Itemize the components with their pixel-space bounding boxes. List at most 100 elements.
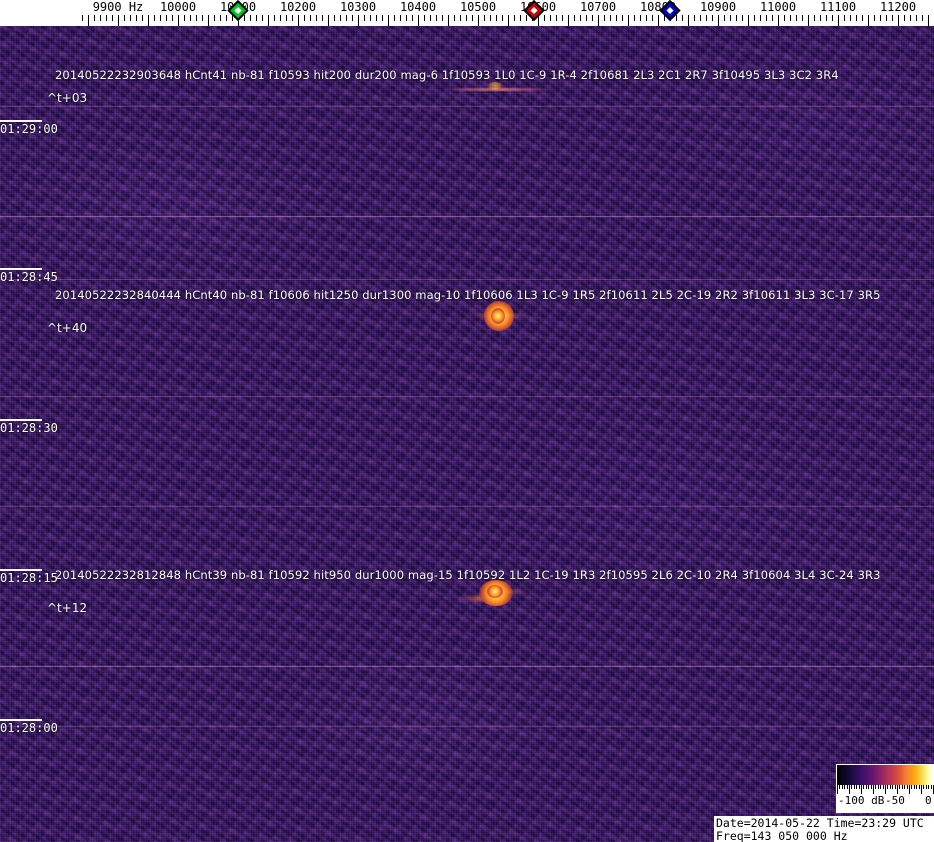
freq-tick (772, 15, 773, 21)
colorbar-tick (885, 785, 886, 794)
freq-tick (226, 15, 227, 21)
freq-tick (514, 15, 515, 21)
freq-tick (592, 15, 593, 21)
freq-tick (466, 15, 467, 21)
freq-tick (412, 15, 413, 21)
colorbar-gradient (837, 765, 933, 785)
freq-tick (478, 15, 479, 26)
freq-tick (664, 15, 665, 21)
freq-tick (682, 15, 683, 21)
time-label-012845: 01:28:45 (0, 270, 58, 284)
info-date-time: Date=2014-05-22 Time=23:29 UTC (716, 816, 924, 830)
freq-tick (712, 15, 713, 21)
freq-tick (100, 15, 101, 21)
freq-tick (472, 15, 473, 21)
colorbar-tick (919, 785, 920, 789)
freq-tick (442, 15, 443, 21)
noise-background (0, 26, 934, 842)
freq-tick (694, 15, 695, 21)
freq-tick (400, 15, 401, 21)
colorbar-tick (873, 785, 874, 794)
freq-tick (598, 15, 599, 26)
colorbar-tick (928, 785, 929, 789)
freq-tick (202, 15, 203, 21)
time-label-012900: 01:29:00 (0, 122, 58, 136)
detection-text-hCnt40[interactable]: 20140522232840444 hCnt40 nb-81 f10606 hi… (55, 288, 881, 302)
colorbar-tick (871, 785, 872, 789)
colorbar-tick (849, 785, 850, 794)
freq-tick (736, 15, 737, 21)
colorbar-tick (914, 785, 915, 789)
freq-tick (526, 15, 527, 21)
time-tick (0, 268, 42, 270)
freq-tick (634, 15, 635, 21)
freq-tick (430, 15, 431, 21)
freq-tick (688, 15, 689, 26)
freq-tick (304, 15, 305, 21)
freq-tick (352, 15, 353, 21)
colorbar-tick (911, 785, 912, 789)
freq-tick (382, 15, 383, 21)
freq-tick (154, 15, 155, 21)
freq-tick (358, 15, 359, 26)
colorbar-tick (851, 785, 852, 789)
freq-tick (778, 15, 779, 26)
detection-text-hCnt39[interactable]: 20140522232812848 hCnt39 nb-81 f10592 hi… (55, 568, 881, 582)
freq-tick (784, 15, 785, 21)
freq-tick (616, 15, 617, 21)
freq-tick (538, 15, 539, 26)
detection-time-marker-hCnt41: ^t+03 (47, 91, 88, 105)
colorbar-tick (837, 785, 838, 794)
freq-tick (502, 15, 503, 21)
freq-tick (862, 15, 863, 21)
freq-tick (928, 15, 929, 26)
colorbar-tick (859, 785, 860, 789)
colorbar-tick (861, 785, 862, 794)
freq-tick (244, 15, 245, 21)
freq-tick (388, 15, 389, 26)
freq-label-10200: 10200 (279, 0, 317, 14)
colorbar-ticks (837, 785, 934, 794)
freq-tick (298, 15, 299, 26)
colorbar-panel[interactable]: -100 dB -50 0 (836, 764, 934, 813)
freq-tick (544, 15, 545, 21)
colorbar-labels: -100 dB -50 0 (837, 794, 933, 811)
freq-tick (418, 15, 419, 26)
freq-label-10000: 10000 (159, 0, 197, 14)
freq-tick (376, 15, 377, 21)
waterfall-display[interactable]: 20140522232903648 hCnt41 nb-81 f10593 hi… (0, 26, 934, 842)
freq-tick (406, 15, 407, 21)
freq-tick (250, 15, 251, 21)
detection-text-hCnt41[interactable]: 20140522232903648 hCnt41 nb-81 f10593 hi… (55, 68, 839, 82)
freq-tick (520, 15, 521, 21)
colorbar-tick (923, 785, 924, 789)
freq-tick (832, 15, 833, 21)
freq-tick (184, 15, 185, 21)
freq-tick (838, 15, 839, 26)
colorbar-tick (842, 785, 843, 789)
freq-tick (796, 15, 797, 21)
freq-tick (166, 15, 167, 21)
freq-label-11000: 11000 (759, 0, 797, 14)
freq-tick (886, 15, 887, 21)
freq-tick (436, 15, 437, 21)
colorbar-tick (854, 785, 855, 789)
freq-tick (394, 15, 395, 21)
freq-tick (160, 15, 161, 21)
freq-tick (328, 15, 329, 26)
freq-tick (346, 15, 347, 21)
freq-tick (232, 15, 233, 21)
frequency-axis[interactable]: 9900 Hz100001010010200103001040010500106… (0, 0, 934, 26)
colorbar-tick (883, 785, 884, 789)
freq-tick (892, 15, 893, 21)
freq-tick (742, 15, 743, 21)
freq-tick (142, 15, 143, 21)
freq-tick (556, 15, 557, 21)
colorbar-tick (890, 785, 891, 789)
freq-tick (754, 15, 755, 21)
freq-tick (262, 15, 263, 21)
freq-tick (148, 15, 149, 26)
station-info-box[interactable]: Date=2014-05-22 Time=23:29 UTC Freq=143 … (714, 816, 934, 842)
freq-tick (856, 15, 857, 21)
time-label-012830: 01:28:30 (0, 421, 58, 435)
